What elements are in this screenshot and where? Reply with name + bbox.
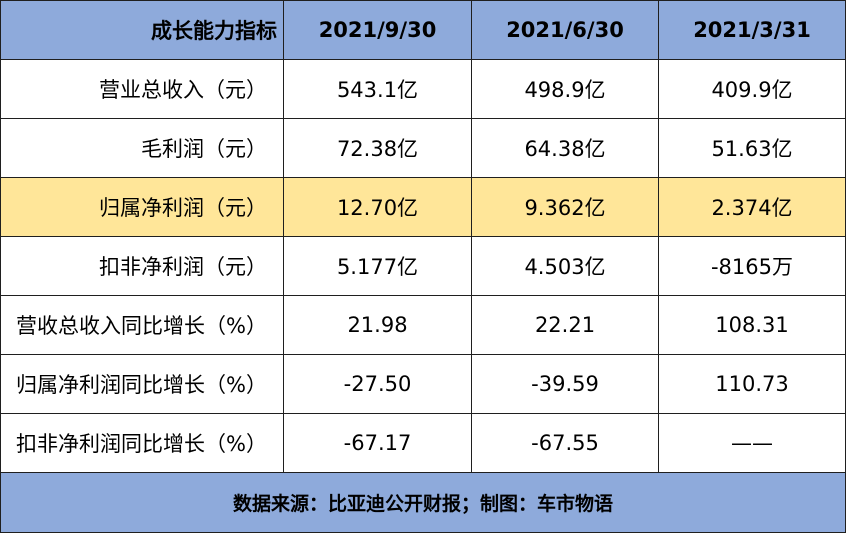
table-row-net-profit-growth: 归属净利润同比增长（%） -27.50 -39.59 110.73 [0,354,846,414]
cell-value: 64.38亿 [471,118,659,178]
cell-value: -67.55 [471,413,659,473]
row-label: 营业总收入（元） [0,59,284,119]
source-note: 数据来源：比亚迪公开财报；制图：车市物语 [0,472,846,533]
table-row-gross-profit: 毛利润（元） 72.38亿 64.38亿 51.63亿 [0,118,846,178]
cell-value: 21.98 [283,295,472,355]
cell-value: -67.17 [283,413,472,473]
cell-value: 543.1亿 [283,59,472,119]
table-header-row: 成长能力指标 2021/9/30 2021/6/30 2021/3/31 [0,0,846,60]
cell-value: —— [658,413,846,473]
cell-value: 108.31 [658,295,846,355]
cell-value: 5.177亿 [283,236,472,296]
cell-value: 110.73 [658,354,846,414]
row-label: 扣非净利润同比增长（%） [0,413,284,473]
cell-value: 9.362亿 [471,177,659,237]
table-footer-row: 数据来源：比亚迪公开财报；制图：车市物语 [0,472,846,533]
row-label: 扣非净利润（元） [0,236,284,296]
table-row-net-profit-highlighted: 归属净利润（元） 12.70亿 9.362亿 2.374亿 [0,177,846,237]
cell-value: 51.63亿 [658,118,846,178]
table-row-revenue: 营业总收入（元） 543.1亿 498.9亿 409.9亿 [0,59,846,119]
cell-value: 12.70亿 [283,177,472,237]
table-row-deducted-net-profit: 扣非净利润（元） 5.177亿 4.503亿 -8165万 [0,236,846,296]
table-row-revenue-growth: 营收总收入同比增长（%） 21.98 22.21 108.31 [0,295,846,355]
cell-value: 2.374亿 [658,177,846,237]
header-period-2021-09-30: 2021/9/30 [283,0,472,60]
header-period-2021-03-31: 2021/3/31 [658,0,846,60]
cell-value: -8165万 [658,236,846,296]
cell-value: 4.503亿 [471,236,659,296]
row-label: 毛利润（元） [0,118,284,178]
row-label: 营收总收入同比增长（%） [0,295,284,355]
cell-value: -39.59 [471,354,659,414]
cell-value: 22.21 [471,295,659,355]
cell-value: 409.9亿 [658,59,846,119]
header-period-2021-06-30: 2021/6/30 [471,0,659,60]
table-row-deducted-net-profit-growth: 扣非净利润同比增长（%） -67.17 -67.55 —— [0,413,846,473]
cell-value: -27.50 [283,354,472,414]
row-label: 归属净利润（元） [0,177,284,237]
cell-value: 72.38亿 [283,118,472,178]
cell-value: 498.9亿 [471,59,659,119]
header-metric-label: 成长能力指标 [0,0,284,60]
row-label: 归属净利润同比增长（%） [0,354,284,414]
